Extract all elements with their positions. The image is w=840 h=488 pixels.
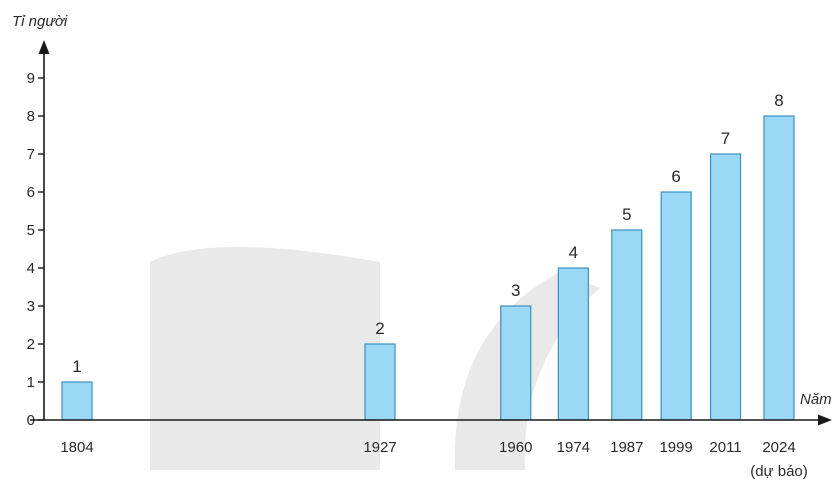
x-tick-label-1927: 1927 — [363, 439, 396, 456]
bar-value-label-2024: 8 — [774, 91, 783, 110]
bar-value-label-1927: 2 — [375, 319, 384, 338]
x-tick-label-1804: 1804 — [60, 439, 93, 456]
y-tick-label-4: 4 — [27, 260, 35, 277]
x-axis-title: Năm — [800, 391, 832, 408]
bar-1960 — [500, 305, 532, 421]
y-axis-title: Tỉ người — [12, 13, 68, 30]
x-tick-label-1960: 1960 — [499, 439, 532, 456]
y-tick-label-3: 3 — [27, 298, 35, 315]
x-tick-label-1974: 1974 — [557, 439, 590, 456]
bar-value-label-1974: 4 — [569, 243, 578, 262]
y-tick-label-6: 6 — [27, 184, 35, 201]
y-axis-arrow — [38, 40, 50, 54]
bar-1804 — [61, 381, 93, 421]
bar-value-labels: 1 2 3 4 5 6 7 8 — [72, 91, 783, 376]
bar-1999 — [660, 191, 692, 421]
bar-value-label-1804: 1 — [72, 357, 81, 376]
x-tick-label-2011: 2011 — [709, 439, 741, 456]
y-tick-label-5: 5 — [27, 222, 35, 239]
bar-value-label-2011: 7 — [721, 129, 730, 148]
bar-value-label-1999: 6 — [671, 167, 680, 186]
y-tick-label-9: 9 — [27, 70, 35, 87]
bar-1974 — [557, 267, 589, 421]
x-axis-arrow — [818, 414, 832, 426]
bar-1987 — [611, 229, 643, 421]
bar-value-label-1960: 3 — [511, 281, 520, 300]
y-tick-label-2: 2 — [27, 336, 35, 353]
bar-value-label-1987: 5 — [622, 205, 631, 224]
bar-2011 — [709, 153, 742, 421]
x-tick-label-2024: 2024 — [762, 439, 795, 456]
x-tick-label-1987: 1987 — [610, 439, 643, 456]
x-tick-label-1999: 1999 — [659, 439, 692, 456]
x-axis-category-labels: 1804 1927 1960 1974 1987 1999 2011 2024 (dự báo) — [60, 439, 807, 480]
bar-2024 — [763, 115, 795, 421]
y-tick-label-7: 7 — [27, 146, 35, 163]
x-tick-note-2024: (dự báo) — [750, 463, 808, 480]
bars-group — [61, 115, 795, 421]
y-tick-label-8: 8 — [27, 108, 35, 125]
bar-1927 — [364, 343, 396, 421]
y-tick-label-1: 1 — [27, 374, 35, 391]
